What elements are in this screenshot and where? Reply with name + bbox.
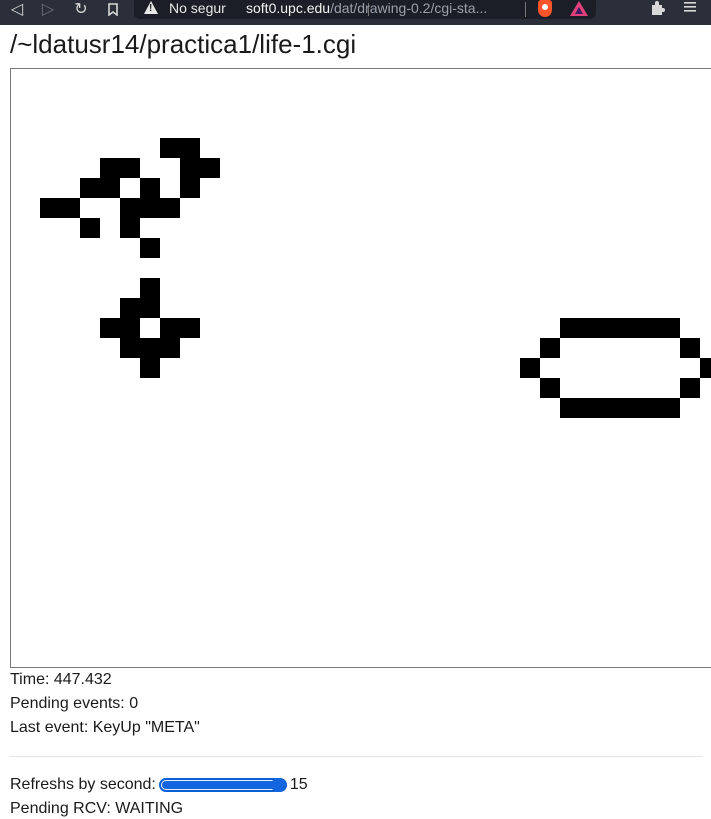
- refresh-slider[interactable]: [158, 778, 287, 792]
- url-text[interactable]: soft0.upc.edu/dat/drawing-0.2/cgi-sta...: [246, 0, 487, 16]
- reload-icon[interactable]: ↻: [74, 1, 88, 18]
- live-cell: [680, 338, 700, 358]
- divider: [10, 756, 702, 757]
- last-event-readout: Last event: KeyUp "META": [10, 719, 200, 736]
- live-cell: [120, 318, 140, 338]
- live-cell: [180, 178, 200, 198]
- security-label[interactable]: No segur: [169, 0, 226, 16]
- browser-toolbar: ◁ ▷ ↻ No segur soft0.upc.edu/dat/drawing…: [0, 0, 711, 25]
- live-cell: [540, 378, 560, 398]
- live-cell: [100, 158, 120, 178]
- refresh-row: Refreshs by second: 15: [10, 775, 308, 795]
- live-cell: [80, 218, 100, 238]
- warning-icon[interactable]: [144, 1, 158, 14]
- brave-rewards-icon[interactable]: [570, 1, 588, 16]
- live-cell: [140, 178, 160, 198]
- back-icon[interactable]: ◁: [10, 1, 24, 18]
- live-cell: [100, 178, 120, 198]
- live-cell: [600, 398, 620, 418]
- forward-icon[interactable]: ▷: [41, 1, 55, 18]
- live-cell: [560, 398, 580, 418]
- live-cell: [560, 318, 580, 338]
- live-cell: [660, 318, 680, 338]
- time-readout: Time: 447.432: [10, 671, 112, 688]
- live-cell: [120, 338, 140, 358]
- live-cell: [120, 198, 140, 218]
- live-cell: [40, 198, 60, 218]
- live-cell: [620, 318, 640, 338]
- life-canvas[interactable]: [10, 68, 711, 668]
- live-cell: [580, 318, 600, 338]
- live-cell: [140, 198, 160, 218]
- live-cell: [600, 318, 620, 338]
- live-cell: [700, 358, 711, 378]
- page-title: /~ldatusr14/practica1/life-1.cgi: [10, 29, 357, 59]
- live-cell: [180, 158, 200, 178]
- url-host: soft0.upc.edu: [246, 0, 331, 16]
- refresh-slider-fill: [161, 781, 278, 789]
- live-cell: [140, 238, 160, 258]
- live-cell: [160, 138, 180, 158]
- live-cell: [640, 398, 660, 418]
- refresh-label: Refreshs by second:: [10, 776, 156, 793]
- live-cell: [140, 338, 160, 358]
- address-divider: [368, 3, 369, 16]
- life-cells: [40, 138, 711, 418]
- live-cell: [120, 218, 140, 238]
- live-cell: [680, 378, 700, 398]
- live-cell: [80, 178, 100, 198]
- refresh-slider-thumb[interactable]: [270, 778, 285, 792]
- live-cell: [100, 318, 120, 338]
- live-cell: [160, 198, 180, 218]
- address-bar[interactable]: No segur soft0.upc.edu/dat/drawing-0.2/c…: [134, 0, 596, 19]
- bookmark-icon[interactable]: [103, 0, 123, 18]
- live-cell: [60, 198, 80, 218]
- live-cell: [120, 158, 140, 178]
- live-cell: [160, 318, 180, 338]
- live-cell: [520, 358, 540, 378]
- live-cell: [120, 298, 140, 318]
- live-cell: [200, 158, 220, 178]
- live-cell: [180, 138, 200, 158]
- extensions-icon[interactable]: [650, 0, 666, 21]
- live-cell: [540, 338, 560, 358]
- address-divider-right: [525, 2, 526, 17]
- url-path: /dat/drawing-0.2/cgi-sta...: [330, 0, 488, 16]
- brave-shields-icon[interactable]: [538, 0, 552, 17]
- live-cell: [660, 398, 680, 418]
- live-cell: [140, 358, 160, 378]
- refresh-value: 15: [289, 776, 308, 793]
- pending-events-readout: Pending events: 0: [10, 695, 139, 712]
- live-cell: [640, 318, 660, 338]
- menu-icon[interactable]: [684, 0, 696, 18]
- live-cell: [140, 278, 160, 298]
- live-cell: [180, 318, 200, 338]
- live-cell: [620, 398, 640, 418]
- live-cell: [160, 338, 180, 358]
- pending-rcv-readout: Pending RCV: WAITING: [10, 800, 184, 817]
- live-cell: [140, 298, 160, 318]
- live-cell: [580, 398, 600, 418]
